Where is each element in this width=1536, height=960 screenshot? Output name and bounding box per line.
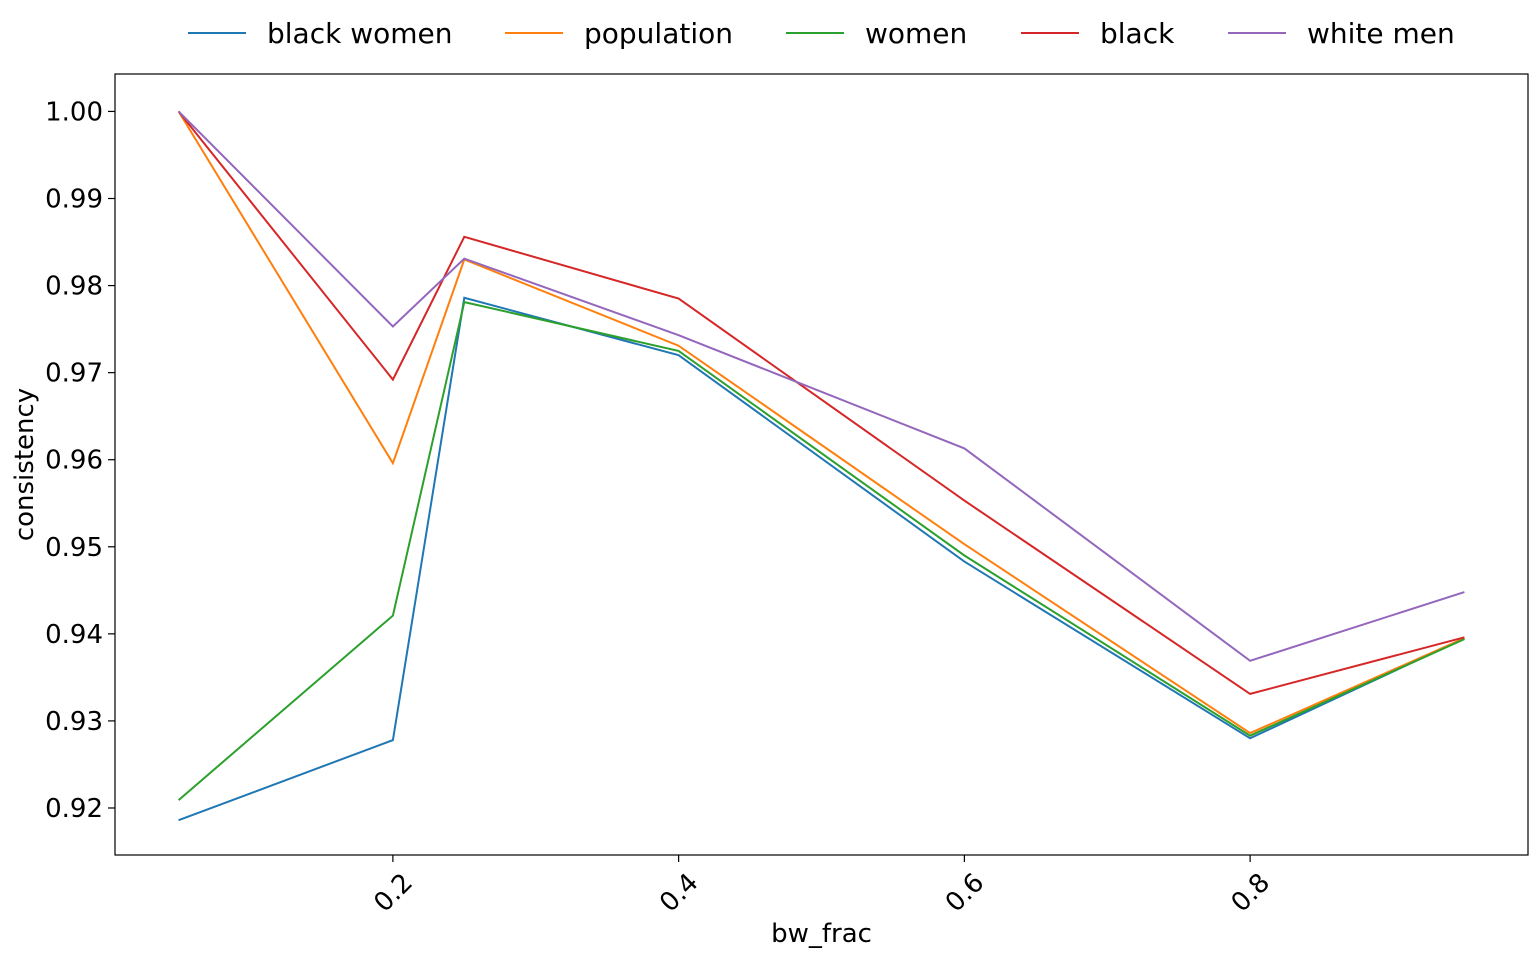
x-tick-label: 0.8 (1226, 868, 1276, 918)
y-axis-ticks: 0.92 0.93 0.94 0.95 0.96 0.97 0.98 0.99 1.00 (45, 97, 115, 824)
y-tick-label: 0.93 (45, 707, 103, 737)
plot-frame (114, 73, 1529, 856)
legend-label: population (584, 17, 733, 50)
y-tick-label: 0.97 (45, 359, 103, 389)
x-axis-label: bw_frac (771, 919, 872, 949)
y-axis-label: consistency (10, 388, 40, 541)
x-tick-label: 0.4 (654, 868, 704, 918)
y-tick-label: 0.94 (45, 620, 103, 650)
series-line-black-women (178, 296, 1465, 822)
y-tick-label: 0.99 (45, 185, 103, 215)
legend-label: white men (1307, 17, 1455, 50)
series-line-population (177, 110, 1465, 735)
y-tick-label: 1.00 (45, 97, 103, 127)
legend-label: women (865, 17, 967, 50)
x-tick-label: 0.6 (940, 868, 990, 918)
series-line-women (177, 300, 1465, 801)
legend-label: black women (267, 17, 453, 50)
y-tick-label: 0.92 (45, 794, 103, 824)
series-lines (177, 110, 1465, 822)
legend: black women population women black white men (188, 17, 1455, 50)
x-axis-ticks: 0.2 0.4 0.6 0.8 (368, 855, 1276, 918)
x-tick-label: 0.2 (368, 868, 418, 918)
series-line-white-men (177, 110, 1465, 662)
y-tick-label: 0.96 (45, 446, 103, 476)
legend-label: black (1100, 17, 1175, 50)
y-tick-label: 0.95 (45, 533, 103, 563)
series-line-black (177, 110, 1465, 695)
y-tick-label: 0.98 (45, 272, 103, 302)
